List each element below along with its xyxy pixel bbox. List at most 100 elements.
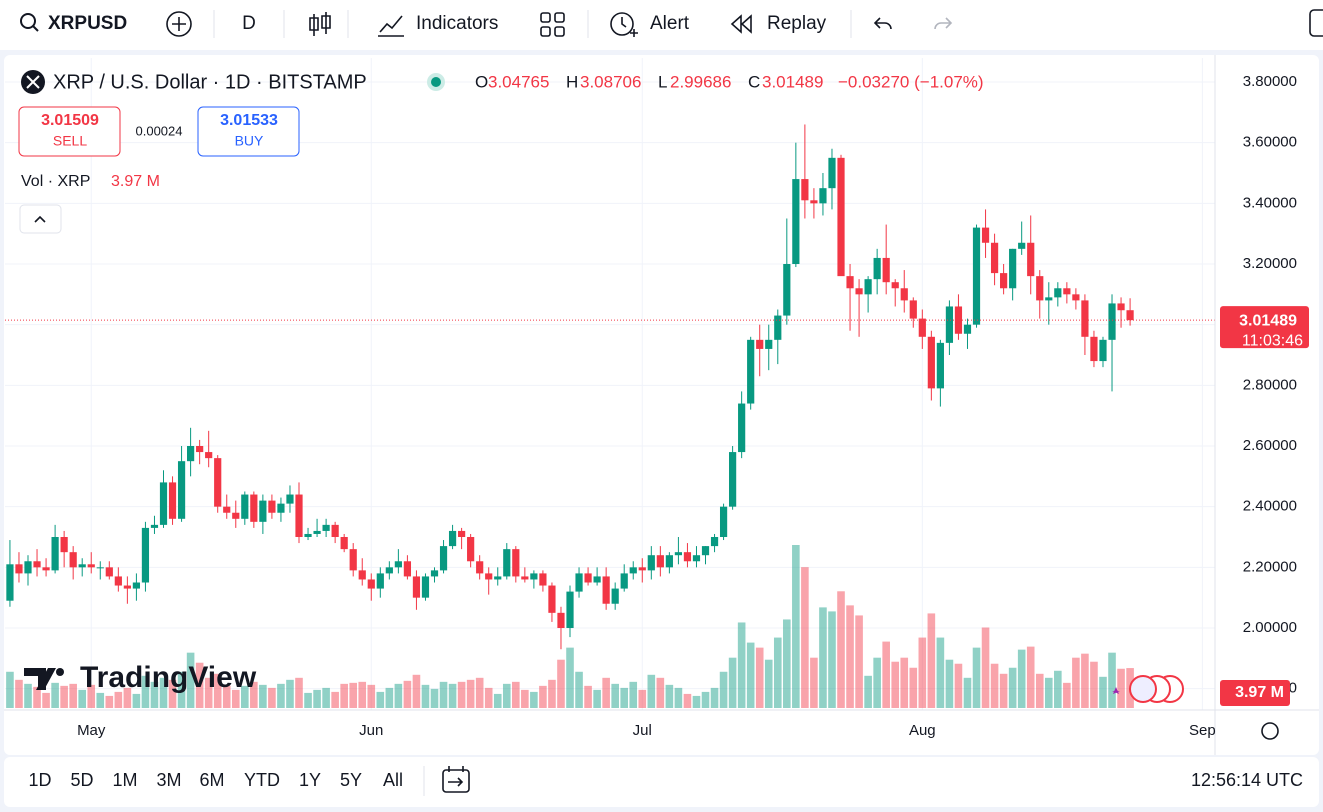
candle-body	[710, 537, 719, 547]
volume-bar	[1081, 653, 1089, 708]
range-button[interactable]: 5D	[70, 770, 93, 790]
volume-bar	[593, 689, 601, 708]
candle-body	[421, 576, 430, 598]
volume-bar	[295, 677, 303, 708]
volume-bar	[475, 677, 484, 708]
candle-body	[584, 573, 592, 583]
candle-body	[873, 257, 881, 280]
alert-button[interactable]: Alert	[610, 12, 690, 37]
clock[interactable]: 12:56:14 UTC	[1191, 770, 1303, 790]
compare-button[interactable]	[166, 11, 192, 37]
candle-body	[132, 582, 141, 589]
range-button[interactable]: All	[383, 770, 403, 790]
layouts-button[interactable]	[540, 12, 565, 37]
candle-body	[1054, 288, 1062, 298]
volume-bar	[376, 691, 385, 708]
volume-bar	[186, 652, 195, 708]
volume-bar	[764, 659, 773, 708]
volume-bar	[78, 689, 87, 708]
candle-body	[954, 306, 963, 334]
sell-button[interactable]: 3.01509 SELL	[18, 106, 121, 157]
candle-body	[765, 339, 773, 349]
candle-body	[250, 494, 258, 522]
volume-badge-label: 3.97 M	[1235, 684, 1284, 701]
symbol-search[interactable]: XRPUSD	[20, 13, 127, 34]
buy-box	[197, 106, 300, 157]
candle-body	[521, 576, 529, 580]
logo-mark	[56, 668, 64, 676]
volume-bar	[755, 647, 764, 708]
plot-area	[5, 58, 1215, 710]
alert-icon	[621, 17, 638, 37]
volume-bar	[521, 689, 529, 708]
collapse-button[interactable]	[19, 204, 62, 234]
range-button[interactable]: YTD	[244, 770, 280, 790]
candle-body	[828, 157, 836, 189]
fullscreen-button[interactable]	[1309, 9, 1323, 37]
volume-bar	[1044, 677, 1053, 708]
candle-body	[701, 546, 710, 556]
replay-button[interactable]: Replay	[730, 13, 827, 34]
redo-button[interactable]	[934, 17, 953, 30]
ohlc-letter: H	[566, 72, 578, 91]
volume-badge	[1220, 680, 1290, 706]
candle-body	[1036, 276, 1044, 301]
goto-date-button[interactable]	[442, 766, 470, 793]
volume-bar	[33, 686, 41, 708]
candle-body	[467, 537, 475, 562]
candle-body	[42, 567, 50, 571]
candle-body	[918, 318, 926, 337]
interval-button[interactable]: D	[242, 13, 256, 34]
settings-button[interactable]	[1261, 722, 1279, 740]
candle-body	[792, 179, 800, 265]
volume-bar	[484, 687, 493, 708]
volume-bar	[611, 683, 619, 708]
volume-bar	[1054, 670, 1062, 708]
undo-button[interactable]	[873, 17, 892, 30]
event-icon[interactable]	[1129, 675, 1157, 703]
volume-bar	[584, 685, 592, 708]
event-icon[interactable]	[1112, 687, 1120, 694]
candle-body	[51, 537, 59, 571]
volume-bar	[250, 681, 258, 708]
y-tick-label: 3.20000	[1243, 255, 1297, 272]
replay-label: Replay	[767, 13, 827, 34]
volume-value: 3.97 M	[111, 173, 160, 190]
candle-body	[557, 612, 565, 629]
x-tick-label: Aug	[909, 722, 936, 739]
volume-bar	[1035, 673, 1044, 708]
range-button[interactable]: 1Y	[299, 770, 321, 790]
candle-body	[394, 561, 402, 568]
candle-body	[241, 494, 249, 519]
candle-body	[801, 179, 809, 201]
last-price-badge	[1220, 306, 1309, 349]
y-tick-label: 2.80000	[1243, 376, 1297, 393]
chart-type-button[interactable]	[309, 12, 331, 36]
logo-mark	[24, 668, 56, 690]
events	[1112, 675, 1184, 703]
volume-bar	[6, 671, 14, 708]
range-button[interactable]: 3M	[156, 770, 181, 790]
ohlc-letter: L	[658, 72, 667, 91]
range-button[interactable]: 1D	[28, 770, 51, 790]
y-tick-label: 2.60000	[1243, 437, 1297, 454]
range-button[interactable]: 1M	[112, 770, 137, 790]
volume-bar	[548, 679, 556, 708]
volume-bar	[141, 675, 150, 708]
candle-body	[819, 188, 827, 204]
volume-bar	[177, 671, 186, 708]
buy-button[interactable]: 3.01533 BUY	[197, 106, 300, 157]
volume-bar	[557, 659, 565, 708]
candle-body	[864, 279, 872, 295]
range-button[interactable]: 5Y	[340, 770, 362, 790]
indicators-button[interactable]: Indicators	[378, 13, 498, 37]
candle-body	[665, 555, 673, 568]
symbol-logo	[26, 75, 40, 89]
candle-body	[376, 573, 384, 589]
volume-bar	[195, 662, 204, 708]
candle-body	[196, 446, 204, 453]
candle-body	[168, 482, 177, 519]
volume-bar	[430, 688, 439, 708]
range-button[interactable]: 6M	[199, 770, 224, 790]
volume-bar	[231, 689, 240, 708]
